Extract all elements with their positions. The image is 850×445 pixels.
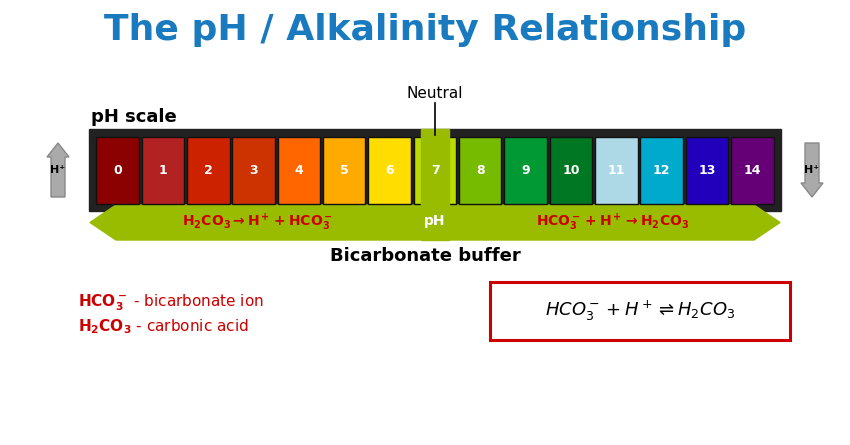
Text: 2: 2 (204, 163, 212, 177)
Text: 0: 0 (113, 163, 122, 177)
Text: $\mathbf{HCO_3^-}$ - bicarbonate ion: $\mathbf{HCO_3^-}$ - bicarbonate ion (78, 293, 264, 313)
Bar (89, 129, 781, 211)
Bar (369, 137, 411, 203)
Text: 6: 6 (385, 163, 394, 177)
Text: 10: 10 (562, 163, 580, 177)
Text: pH scale: pH scale (91, 108, 177, 126)
Text: 4: 4 (295, 163, 303, 177)
FancyBboxPatch shape (490, 282, 790, 340)
Text: $HCO_3^- + H^+ \rightleftharpoons H_2CO_3$: $HCO_3^- + H^+ \rightleftharpoons H_2CO_… (545, 299, 735, 323)
Polygon shape (90, 205, 421, 240)
Bar (595, 137, 638, 203)
Text: $\mathbf{H_2CO_3}$ - carbonic acid: $\mathbf{H_2CO_3}$ - carbonic acid (78, 318, 249, 336)
Text: 7: 7 (431, 163, 439, 177)
Text: 11: 11 (608, 163, 625, 177)
Text: 9: 9 (521, 163, 530, 177)
FancyArrow shape (801, 143, 823, 197)
Text: 5: 5 (340, 163, 348, 177)
Bar (421, 129, 449, 240)
Bar (97, 137, 139, 203)
Text: 3: 3 (249, 163, 258, 177)
Bar (323, 137, 366, 203)
Bar (187, 137, 230, 203)
FancyArrow shape (47, 143, 69, 197)
Text: 13: 13 (699, 163, 716, 177)
Bar (550, 137, 592, 203)
Text: $\mathbf{H_2CO_3 \rightarrow H^+ + HCO_3^-}$: $\mathbf{H_2CO_3 \rightarrow H^+ + HCO_3… (182, 212, 333, 233)
Text: 8: 8 (476, 163, 484, 177)
Text: $\mathbf{HCO_3^- + H^+ \rightarrow H_2CO_3}$: $\mathbf{HCO_3^- + H^+ \rightarrow H_2CO… (536, 212, 689, 233)
Text: Bicarbonate buffer: Bicarbonate buffer (330, 247, 520, 265)
Bar (641, 137, 683, 203)
Polygon shape (449, 205, 780, 240)
Text: pH: pH (424, 214, 445, 227)
Bar (686, 137, 728, 203)
Bar (459, 137, 502, 203)
Text: Neutral: Neutral (407, 86, 463, 101)
Text: 12: 12 (653, 163, 671, 177)
Bar (414, 137, 456, 203)
Text: H⁺: H⁺ (50, 165, 65, 175)
Text: 14: 14 (744, 163, 761, 177)
Text: The pH / Alkalinity Relationship: The pH / Alkalinity Relationship (104, 13, 746, 47)
Text: 1: 1 (159, 163, 167, 177)
Bar (278, 137, 320, 203)
Bar (731, 137, 774, 203)
Bar (505, 137, 547, 203)
Bar (142, 137, 184, 203)
Text: H⁺: H⁺ (804, 165, 819, 175)
Bar (233, 137, 275, 203)
